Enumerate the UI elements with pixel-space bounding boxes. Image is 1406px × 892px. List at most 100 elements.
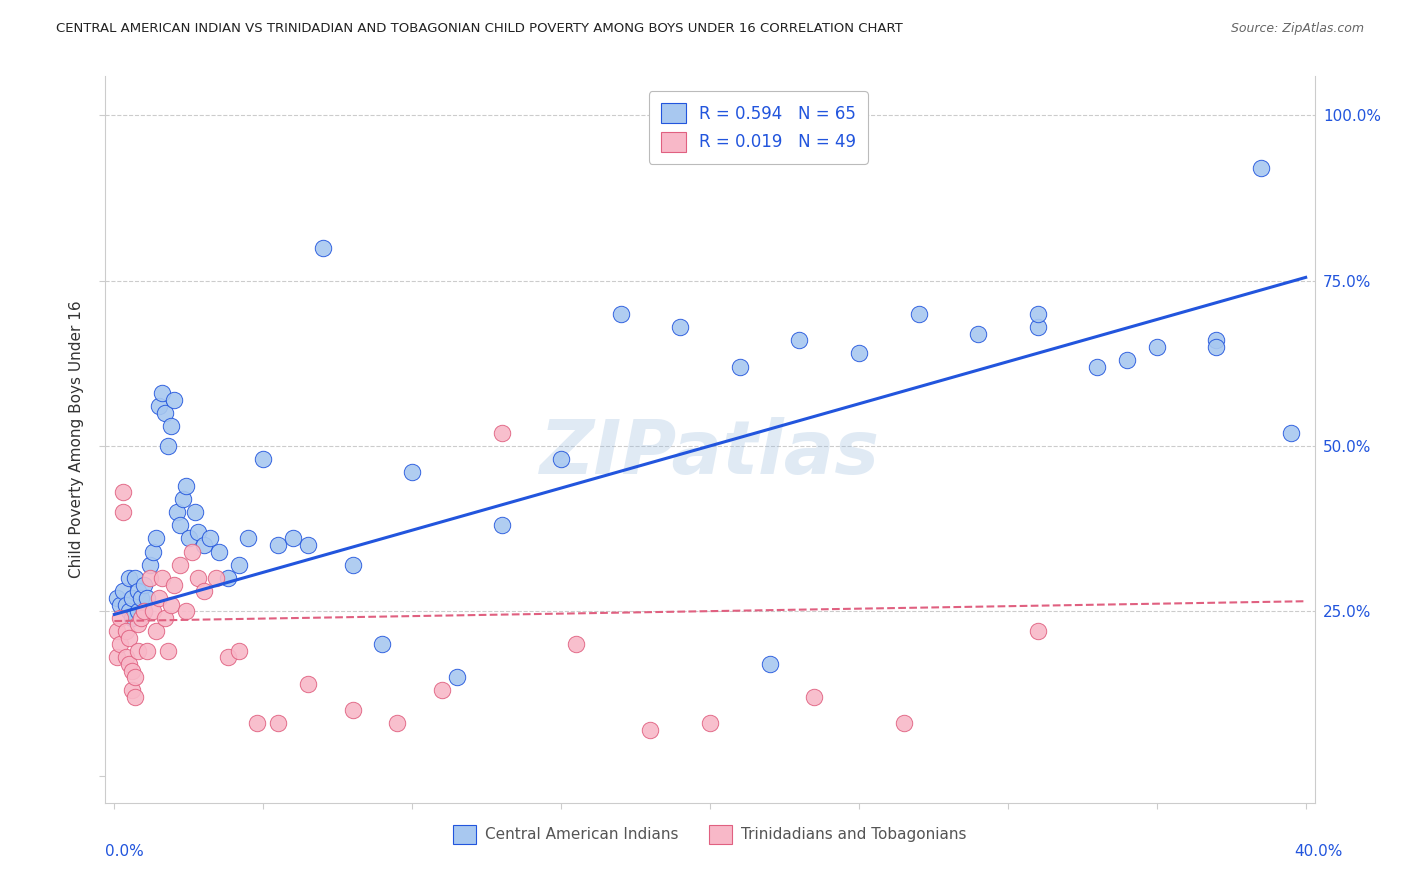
Point [115, 650, 138, 665]
Point [153, 611, 176, 625]
Point [803, 690, 825, 704]
Point [121, 611, 143, 625]
Point [371, 637, 394, 651]
Point [110, 598, 132, 612]
Point [163, 578, 186, 592]
Text: 40.0%: 40.0% [1295, 845, 1343, 859]
Point [139, 558, 162, 572]
Point [789, 333, 811, 347]
Point [217, 571, 239, 585]
Point [121, 683, 143, 698]
Point [124, 571, 146, 585]
Point [124, 690, 146, 704]
Point [893, 716, 915, 731]
Point [105, 650, 128, 665]
Point [121, 664, 143, 678]
Point [907, 307, 929, 321]
Point [148, 591, 170, 605]
Point [127, 617, 149, 632]
Point [1250, 161, 1272, 176]
Text: ZIPatlas: ZIPatlas [540, 417, 880, 491]
Point [156, 644, 179, 658]
Point [1026, 307, 1049, 321]
Point [1085, 359, 1108, 374]
Point [134, 578, 156, 592]
Point [142, 604, 165, 618]
Point [145, 532, 167, 546]
Point [153, 406, 176, 420]
Point [174, 604, 197, 618]
Point [207, 544, 229, 558]
Point [1026, 320, 1049, 334]
Point [238, 532, 260, 546]
Point [150, 386, 173, 401]
Point [342, 703, 364, 717]
Point [115, 624, 138, 638]
Legend: Central American Indians, Trinidadians and Tobagonians: Central American Indians, Trinidadians a… [447, 819, 973, 850]
Point [118, 604, 141, 618]
Point [401, 466, 423, 480]
Point [609, 307, 631, 321]
Point [1026, 624, 1049, 638]
Text: CENTRAL AMERICAN INDIAN VS TRINIDADIAN AND TOBAGONIAN CHILD POVERTY AMONG BOYS U: CENTRAL AMERICAN INDIAN VS TRINIDADIAN A… [56, 22, 903, 36]
Point [565, 637, 588, 651]
Point [1205, 333, 1227, 347]
Point [127, 604, 149, 618]
Point [134, 604, 156, 618]
Point [156, 439, 179, 453]
Point [1116, 353, 1139, 368]
Point [387, 716, 409, 731]
Point [193, 584, 215, 599]
Point [121, 591, 143, 605]
Point [172, 491, 194, 506]
Point [312, 241, 335, 255]
Point [1279, 425, 1302, 440]
Point [180, 544, 202, 558]
Point [112, 584, 135, 599]
Point [177, 532, 200, 546]
Point [550, 452, 572, 467]
Point [145, 624, 167, 638]
Point [160, 598, 183, 612]
Text: 0.0%: 0.0% [105, 845, 145, 859]
Point [105, 624, 128, 638]
Point [198, 532, 221, 546]
Point [297, 538, 319, 552]
Point [669, 320, 692, 334]
Text: Source: ZipAtlas.com: Source: ZipAtlas.com [1230, 22, 1364, 36]
Point [193, 538, 215, 552]
Point [281, 532, 304, 546]
Point [204, 571, 226, 585]
Point [228, 644, 250, 658]
Point [252, 452, 274, 467]
Point [187, 524, 209, 539]
Point [430, 683, 453, 698]
Point [848, 346, 870, 360]
Point [118, 631, 141, 645]
Point [217, 650, 239, 665]
Point [166, 505, 188, 519]
Point [127, 644, 149, 658]
Point [163, 392, 186, 407]
Point [699, 716, 721, 731]
Point [118, 571, 141, 585]
Point [142, 544, 165, 558]
Point [246, 716, 269, 731]
Point [758, 657, 780, 671]
Point [105, 591, 128, 605]
Point [150, 571, 173, 585]
Point [148, 399, 170, 413]
Point [169, 558, 191, 572]
Point [134, 604, 156, 618]
Point [640, 723, 662, 737]
Point [967, 326, 990, 341]
Point [136, 644, 159, 658]
Point [160, 419, 183, 434]
Point [118, 657, 141, 671]
Point [491, 518, 513, 533]
Point [129, 611, 152, 625]
Point [267, 538, 290, 552]
Point [174, 478, 197, 492]
Point [491, 425, 513, 440]
Point [1146, 340, 1168, 354]
